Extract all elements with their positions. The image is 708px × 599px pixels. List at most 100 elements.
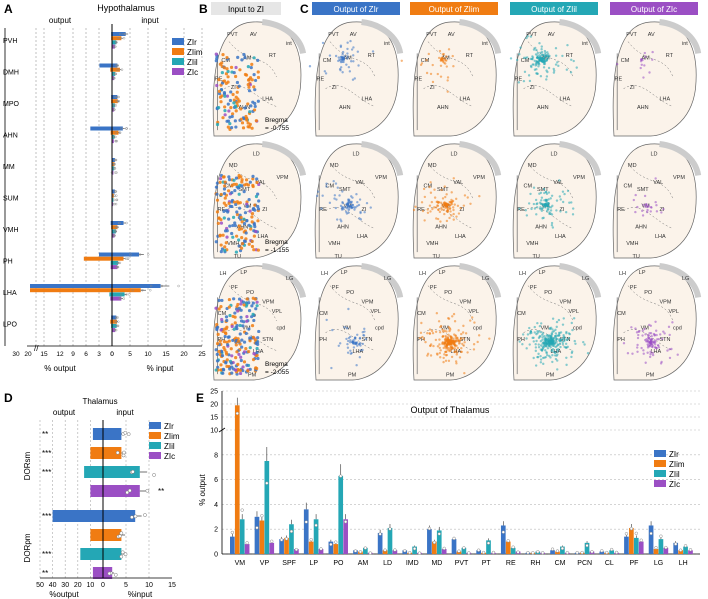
b-input-cell xyxy=(221,116,225,120)
c-projection-fiber xyxy=(567,336,571,340)
c-projection-fiber xyxy=(559,331,563,334)
b-input-cell xyxy=(240,178,244,182)
a-datapoint xyxy=(113,158,116,162)
b-input-cell xyxy=(230,371,234,375)
atlas-label-int: int xyxy=(482,41,488,47)
legend-swatch-ZIim xyxy=(149,432,161,439)
a-bar-output-ZIc-LHA xyxy=(110,296,112,301)
b-input-cell xyxy=(228,204,232,208)
e-bar-ZIr-PO xyxy=(328,541,334,554)
c-projection-fiber xyxy=(469,202,472,205)
atlas-label-ZI: ZI xyxy=(530,85,535,91)
d-significance-star: *** xyxy=(42,512,51,521)
b-input-cell xyxy=(248,339,252,343)
c-projection-fiber xyxy=(552,67,555,71)
d-bar-input-ZIil-DORpm xyxy=(103,548,122,560)
c-projection-fiber xyxy=(442,330,445,333)
b-input-cell xyxy=(243,211,248,215)
atlas-label-LHA: LHA xyxy=(362,97,373,103)
b-input-cell xyxy=(215,122,220,127)
brain-outline xyxy=(612,265,697,381)
e-xtick-SPF: SPF xyxy=(282,560,296,567)
c-projection-fiber xyxy=(446,336,449,340)
b-input-cell xyxy=(234,182,238,186)
atlas-label-VMH: VMH xyxy=(626,241,638,247)
e-axis-break xyxy=(218,427,226,433)
e-datapoint xyxy=(491,550,496,555)
a-bar-output-ZIim-LPO xyxy=(110,319,112,324)
b-input-cell xyxy=(227,305,231,309)
c-header-box-ZIr xyxy=(312,2,400,15)
c-projection-fiber xyxy=(334,54,338,58)
c-projection-fiber xyxy=(550,213,554,216)
c-projection-fiber xyxy=(558,195,562,198)
e-datapoint xyxy=(634,531,638,535)
c-projection-fiber xyxy=(571,328,574,332)
c-projection-fiber xyxy=(663,332,666,335)
b-input-cell xyxy=(235,234,239,238)
d-datapoint xyxy=(113,572,118,577)
b-input-cell xyxy=(257,329,261,334)
c-projection-fiber xyxy=(458,356,462,359)
a-tick-input: 0 xyxy=(110,351,114,358)
c-projection-fiber xyxy=(331,328,334,332)
c-projection-fiber xyxy=(328,201,332,205)
c-projection-fiber xyxy=(649,352,652,356)
a-datapoint xyxy=(128,293,131,296)
e-datapoint xyxy=(565,550,569,555)
a-datapoint xyxy=(119,32,122,36)
atlas-label-VPM: VPM xyxy=(460,299,472,305)
d-bar-input-ZIil-DORsm xyxy=(103,466,140,478)
e-datapoint xyxy=(437,532,441,536)
c-projection-fiber xyxy=(574,342,577,345)
a-bar-input-ZIim-DMH xyxy=(112,67,120,72)
c-projection-fiber xyxy=(640,346,643,350)
e-bar-ZIil-RE xyxy=(510,547,516,554)
e-bar-ZIim-LD xyxy=(382,550,388,554)
e-bar-ZIil-LP xyxy=(313,519,319,554)
atlas-label-LP: LP xyxy=(539,270,546,276)
c-projection-fiber xyxy=(636,343,639,347)
c-projection-fiber xyxy=(347,336,351,340)
c-projection-fiber xyxy=(570,321,573,325)
c-projection-fiber xyxy=(641,334,644,337)
c-projection-fiber xyxy=(559,198,562,201)
atlas-label-cpd: cpd xyxy=(573,325,582,331)
a-datapoint xyxy=(177,284,180,288)
e-datapoint xyxy=(314,523,318,527)
b-input-cell xyxy=(225,119,229,123)
e-datapoint xyxy=(329,542,333,547)
c-projection-fiber xyxy=(351,206,354,209)
c-projection-fiber xyxy=(541,347,545,350)
a-bar-output-ZIim-AHN xyxy=(110,130,112,135)
c-projection-fiber xyxy=(652,332,656,336)
c-projection-fiber xyxy=(671,321,674,324)
b-input-cell xyxy=(241,300,246,304)
e-xtick-LG: LG xyxy=(654,560,663,567)
atlas-label-STN: STN xyxy=(362,337,373,343)
c-projection-fiber xyxy=(550,350,553,353)
b-input-cell xyxy=(236,55,240,59)
atlas-label-VPM: VPM xyxy=(262,299,274,305)
b-input-cell xyxy=(237,173,241,178)
c-projection-fiber xyxy=(546,347,550,350)
c-projection-fiber xyxy=(472,348,476,351)
c-projection-fiber xyxy=(519,46,522,49)
c-projection-fiber xyxy=(533,325,536,329)
atlas-label-CM: CM xyxy=(517,311,526,317)
atlas-label-PVT: PVT xyxy=(426,32,437,38)
c-projection-fiber xyxy=(437,320,441,323)
b-input-cell xyxy=(234,176,239,180)
c-projection-fiber xyxy=(420,201,424,204)
b-input-cell xyxy=(241,324,245,328)
c-projection-fiber xyxy=(642,352,645,355)
e-xtick-LD: LD xyxy=(383,560,392,567)
c-projection-fiber xyxy=(347,307,350,311)
a-datapoint xyxy=(122,37,126,40)
a-bar-input-ZIr-MM xyxy=(112,158,115,162)
atlas-label-TU: TU xyxy=(533,254,540,260)
c-projection-fiber xyxy=(455,349,458,352)
c-projection-fiber xyxy=(460,350,463,353)
atlas-label-AV: AV xyxy=(350,32,357,38)
e-bar-ZIc-PO xyxy=(343,519,348,554)
